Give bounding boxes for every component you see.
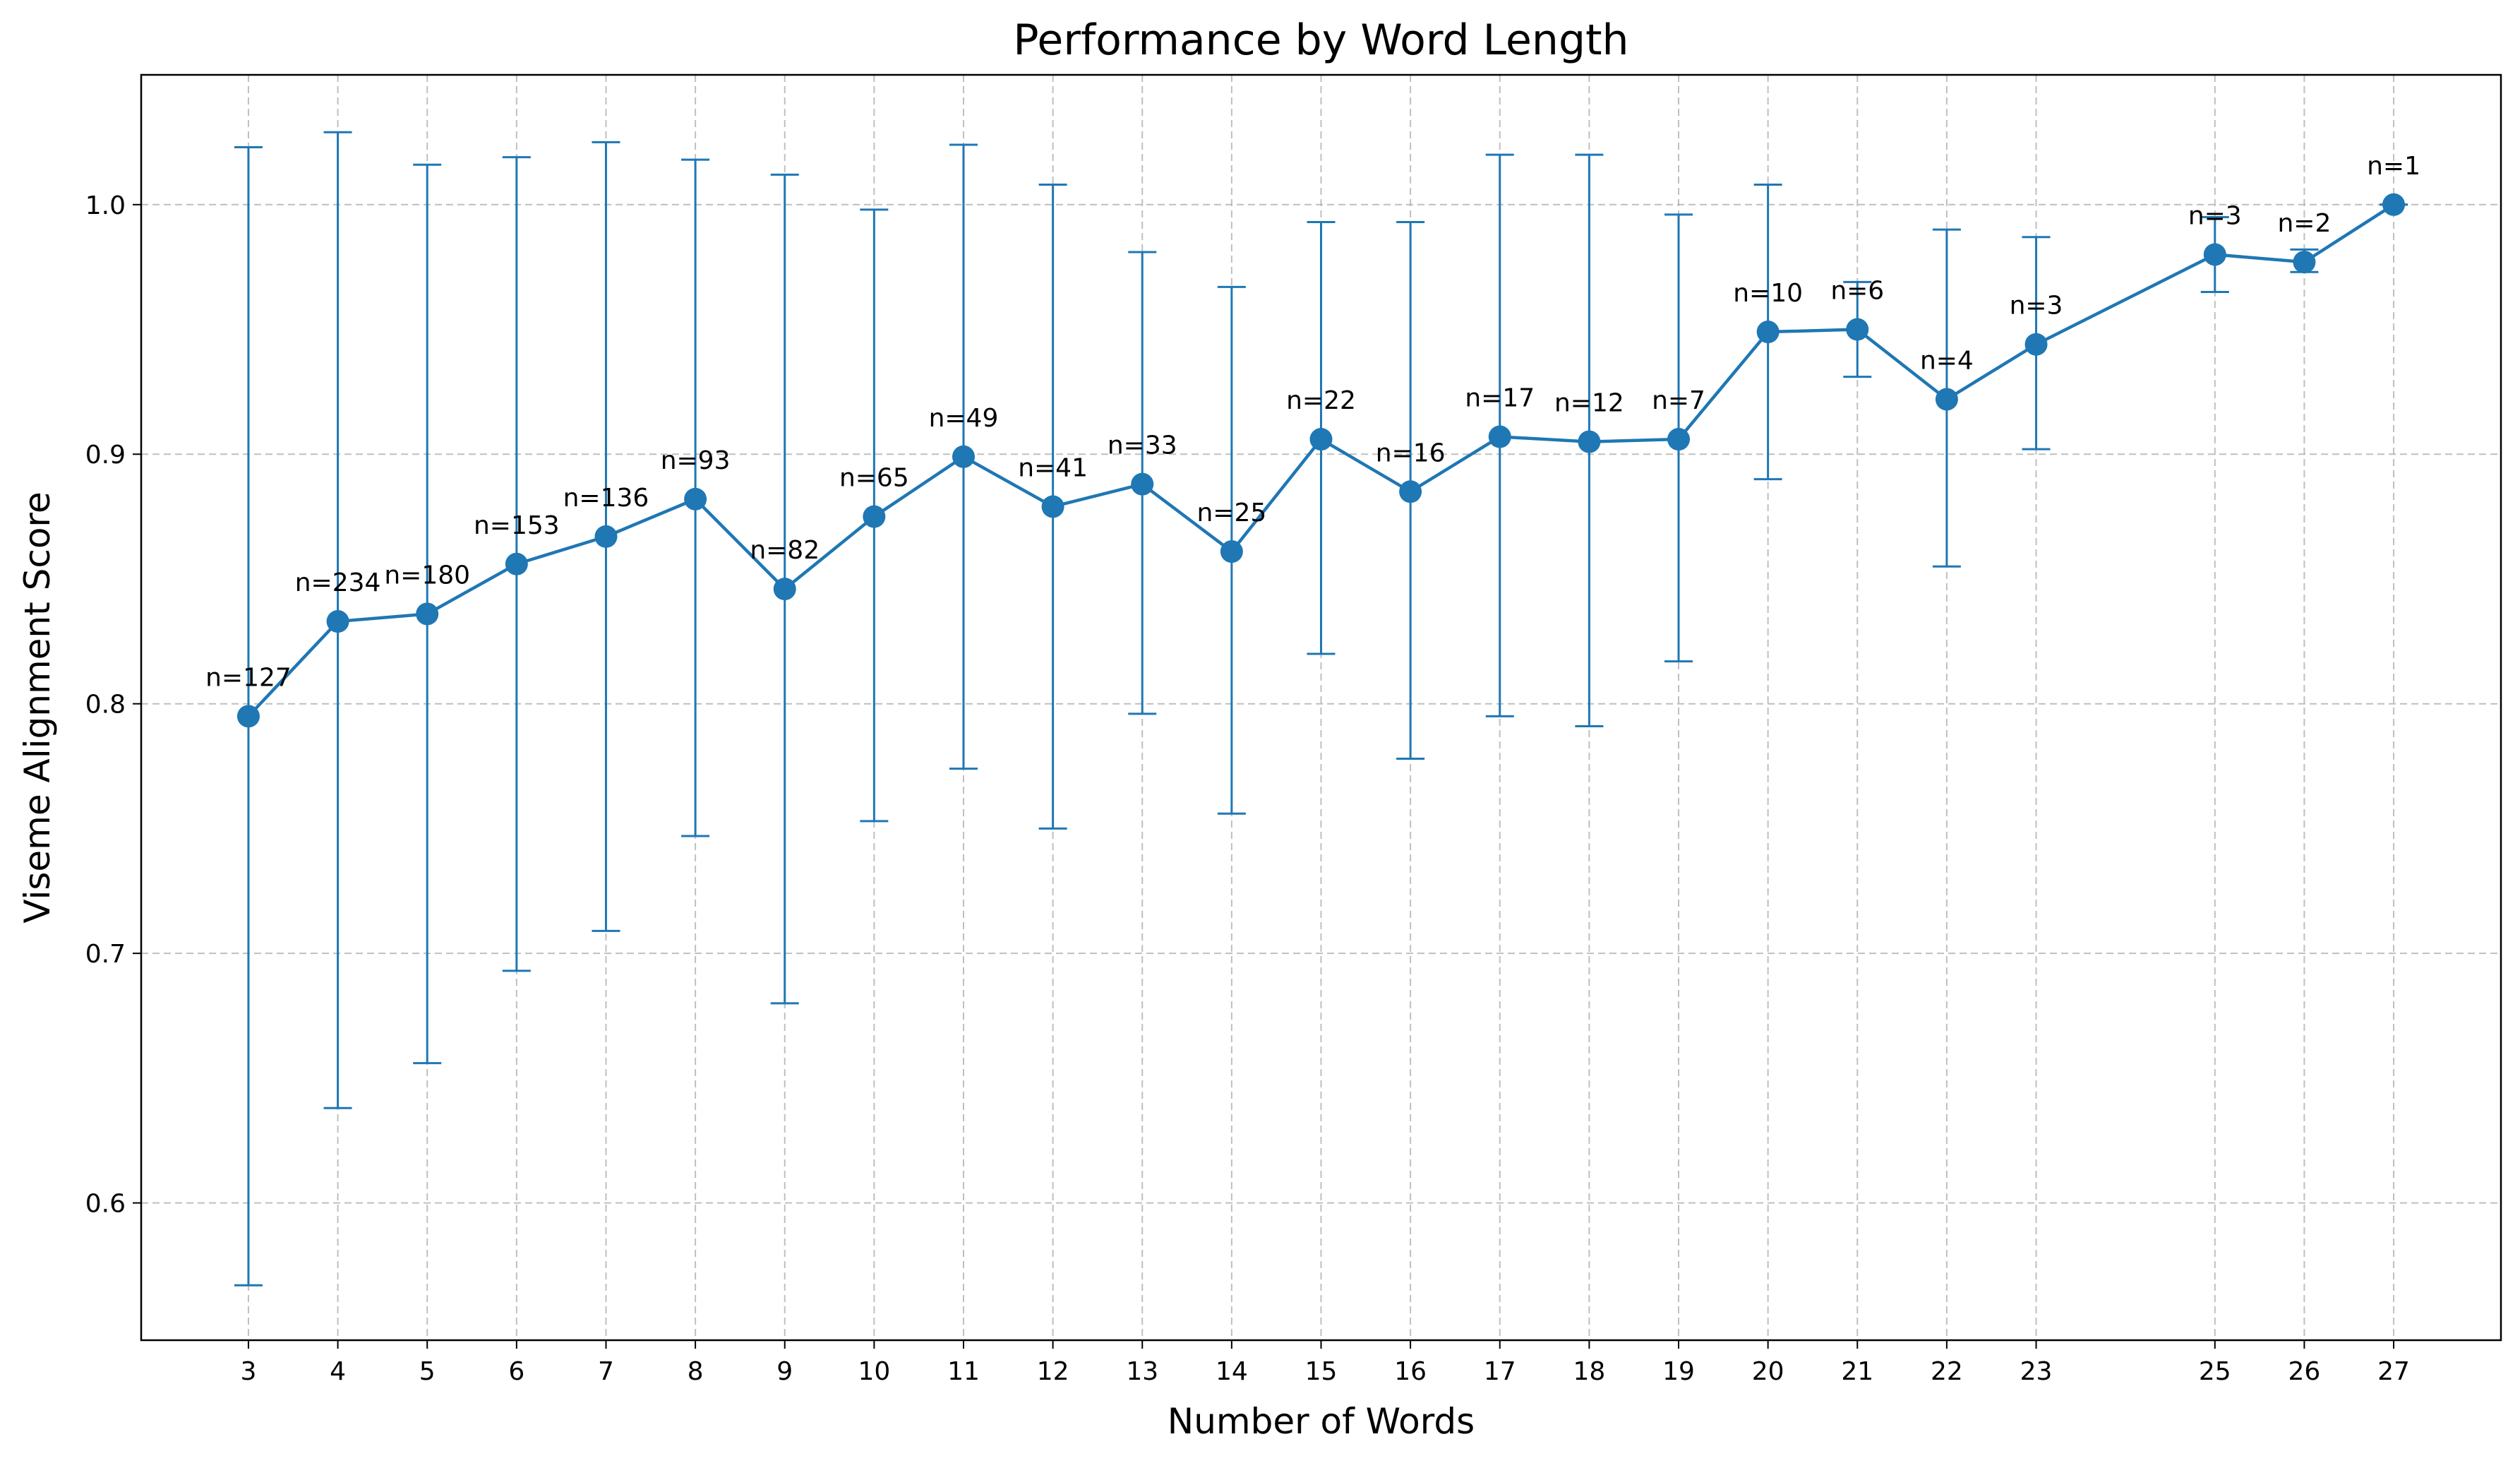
data-point: [1756, 321, 1780, 344]
sample-size-label: n=3: [2010, 292, 2063, 321]
data-point: [1131, 472, 1154, 496]
sample-size-label: n=17: [1465, 384, 1535, 413]
x-tick-label: 27: [2377, 1357, 2410, 1386]
data-point: [416, 602, 439, 626]
data-point: [2203, 243, 2226, 266]
series-line-group: [247, 203, 2395, 717]
y-tick-label: 1.0: [85, 191, 126, 220]
data-point: [684, 487, 707, 511]
data-point: [236, 705, 260, 728]
sample-size-label: n=10: [1733, 279, 1803, 308]
sample-size-label: n=33: [1108, 431, 1177, 460]
chart-title: Performance by Word Length: [1013, 16, 1628, 65]
sample-size-label: n=3: [2188, 201, 2242, 230]
sample-size-label: n=49: [929, 404, 999, 433]
data-point: [505, 552, 528, 575]
x-tick-label: 25: [2199, 1357, 2231, 1386]
sample-size-label: n=12: [1554, 389, 1624, 418]
x-tick-label: 4: [330, 1357, 346, 1386]
sample-size-label: n=180: [384, 561, 470, 590]
data-point: [2024, 333, 2048, 356]
sample-size-label: n=153: [474, 511, 560, 540]
data-point: [2382, 193, 2406, 216]
sample-size-label: n=1: [2367, 152, 2420, 181]
sample-size-label: n=136: [563, 484, 649, 513]
y-tick-label: 0.9: [85, 441, 126, 470]
sample-size-label: n=41: [1018, 453, 1088, 482]
x-tick-label: 22: [1931, 1357, 1963, 1386]
sample-size-label: n=65: [839, 464, 909, 493]
x-tick-label: 26: [2288, 1357, 2321, 1386]
sample-size-label: n=234: [295, 568, 381, 597]
x-tick-label: 20: [1752, 1357, 1784, 1386]
sample-size-label: n=4: [1920, 346, 1974, 375]
x-tick-label: 13: [1126, 1357, 1158, 1386]
sample-size-label: n=93: [661, 446, 731, 475]
data-point: [1041, 495, 1064, 518]
y-tick-label: 0.6: [85, 1190, 126, 1219]
data-point: [1488, 425, 1511, 448]
x-tick-label: 10: [858, 1357, 890, 1386]
sample-size-label: n=6: [1830, 277, 1884, 306]
data-point: [1399, 480, 1422, 503]
x-tick-label: 6: [508, 1357, 524, 1386]
series-line: [247, 203, 2395, 717]
x-tick-label: 21: [1841, 1357, 1873, 1386]
sample-size-label: n=2: [2277, 209, 2331, 238]
data-point: [1309, 428, 1333, 451]
x-tick-label: 5: [419, 1357, 436, 1386]
x-tick-label: 15: [1305, 1357, 1338, 1386]
x-axis-title: Number of Words: [1168, 1401, 1475, 1442]
x-tick-label: 18: [1573, 1357, 1605, 1386]
data-point: [1667, 428, 1691, 451]
x-tick-label: 7: [598, 1357, 614, 1386]
data-point: [326, 610, 349, 633]
x-axis-ticks: 3 4 5 6 7 8 9 10 11 12 13 14 15 16 17 18 19 20 21 22 23 25 26 2…: [241, 1340, 2410, 1386]
sample-size-label: n=82: [750, 536, 820, 565]
x-tick-label: 8: [688, 1357, 704, 1386]
data-point: [773, 578, 796, 601]
x-tick-label: 9: [776, 1357, 793, 1386]
x-tick-label: 11: [947, 1357, 980, 1386]
sample-size-label: n=25: [1196, 499, 1266, 527]
sample-size-label: n=7: [1652, 386, 1705, 415]
x-tick-label: 14: [1216, 1357, 1248, 1386]
data-markers: [236, 193, 2406, 728]
y-axis-title: Viseme Alignment Score: [17, 491, 58, 923]
data-point: [2293, 251, 2316, 274]
x-tick-label: 3: [241, 1357, 257, 1386]
sample-size-label: n=127: [205, 663, 292, 692]
y-axis-ticks: 0.6 0.7 0.8 0.9 1.0: [85, 191, 141, 1219]
x-tick-label: 17: [1484, 1357, 1516, 1386]
sample-size-label: n=16: [1376, 438, 1446, 467]
data-point: [1846, 318, 1869, 341]
y-tick-label: 0.7: [85, 940, 126, 969]
sample-size-label: n=22: [1286, 386, 1356, 415]
y-tick-label: 0.8: [85, 691, 126, 720]
data-point: [952, 445, 975, 468]
data-point: [863, 505, 886, 528]
data-point: [1578, 430, 1601, 453]
x-tick-label: 19: [1662, 1357, 1695, 1386]
data-point: [1935, 388, 1958, 411]
data-point: [1220, 540, 1243, 563]
x-tick-label: 23: [2020, 1357, 2053, 1386]
data-point: [594, 525, 618, 548]
x-tick-label: 12: [1037, 1357, 1069, 1386]
x-tick-label: 16: [1394, 1357, 1427, 1386]
